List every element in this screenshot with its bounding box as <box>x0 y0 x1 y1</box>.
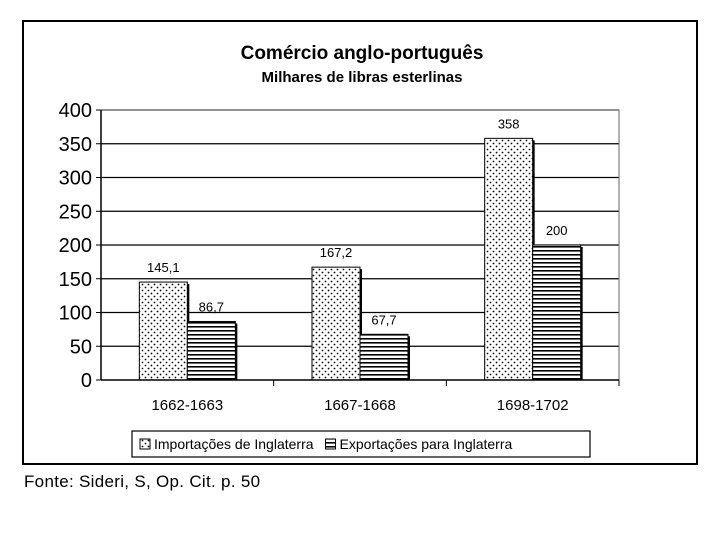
bar <box>138 281 188 381</box>
data-labels: 145,1 86,7 167,2 67,7 358 200 <box>147 116 567 327</box>
data-label: 200 <box>546 223 568 238</box>
bar <box>484 137 534 381</box>
bar <box>186 320 236 381</box>
bar <box>359 333 409 381</box>
source-note: Fonte: Sideri, S, Op. Cit. p. 50 <box>24 472 261 491</box>
legend-label: Exportações para Inglaterra <box>340 436 513 452</box>
x-tick-label: 1698-1702 <box>497 397 569 414</box>
legend: Importações de Inglaterra Exportações par… <box>131 430 591 458</box>
data-label: 67,7 <box>371 312 396 327</box>
y-tick-label: 0 <box>81 370 92 392</box>
y-tick-label: 150 <box>59 269 92 291</box>
bar-shadow <box>235 323 238 380</box>
axes <box>100 109 620 381</box>
y-tick-label: 200 <box>59 235 92 257</box>
chart-title: Comércio anglo-português <box>241 43 484 64</box>
legend-swatch <box>139 438 151 450</box>
data-label: 86,7 <box>199 299 224 314</box>
y-tick-label: 400 <box>59 100 92 122</box>
bar-shadow <box>580 247 583 380</box>
y-tick-label: 350 <box>59 134 92 156</box>
chart-frame: Comércio anglo-português Milhares de lib… <box>22 20 698 465</box>
y-tick-label: 100 <box>59 303 92 325</box>
x-tick-label: 1662-1663 <box>151 397 223 414</box>
data-label: 358 <box>498 116 520 131</box>
x-axis-ticks: 1662-1663 1667-1668 1698-1702 <box>151 380 620 414</box>
x-tick-label: 1667-1668 <box>324 397 396 414</box>
legend-label: Importações de Inglaterra <box>154 436 314 452</box>
y-axis-ticks: 0 50 100 150 200 250 300 350 400 <box>59 100 101 392</box>
bar-shadow <box>360 269 362 380</box>
y-tick-label: 50 <box>70 336 92 358</box>
legend-box <box>131 430 591 458</box>
bar-shadow <box>408 336 410 380</box>
data-label: 167,2 <box>320 245 353 260</box>
chart-subtitle: Milhares de libras esterlinas <box>262 69 463 86</box>
bar-chart: Comércio anglo-português Milhares de lib… <box>59 43 620 458</box>
y-tick-label: 300 <box>59 168 92 190</box>
bar <box>532 244 582 381</box>
bars <box>138 137 583 381</box>
bar <box>311 266 361 381</box>
data-label: 145,1 <box>147 260 180 275</box>
y-tick-label: 250 <box>59 201 92 223</box>
legend-swatch <box>325 438 337 450</box>
